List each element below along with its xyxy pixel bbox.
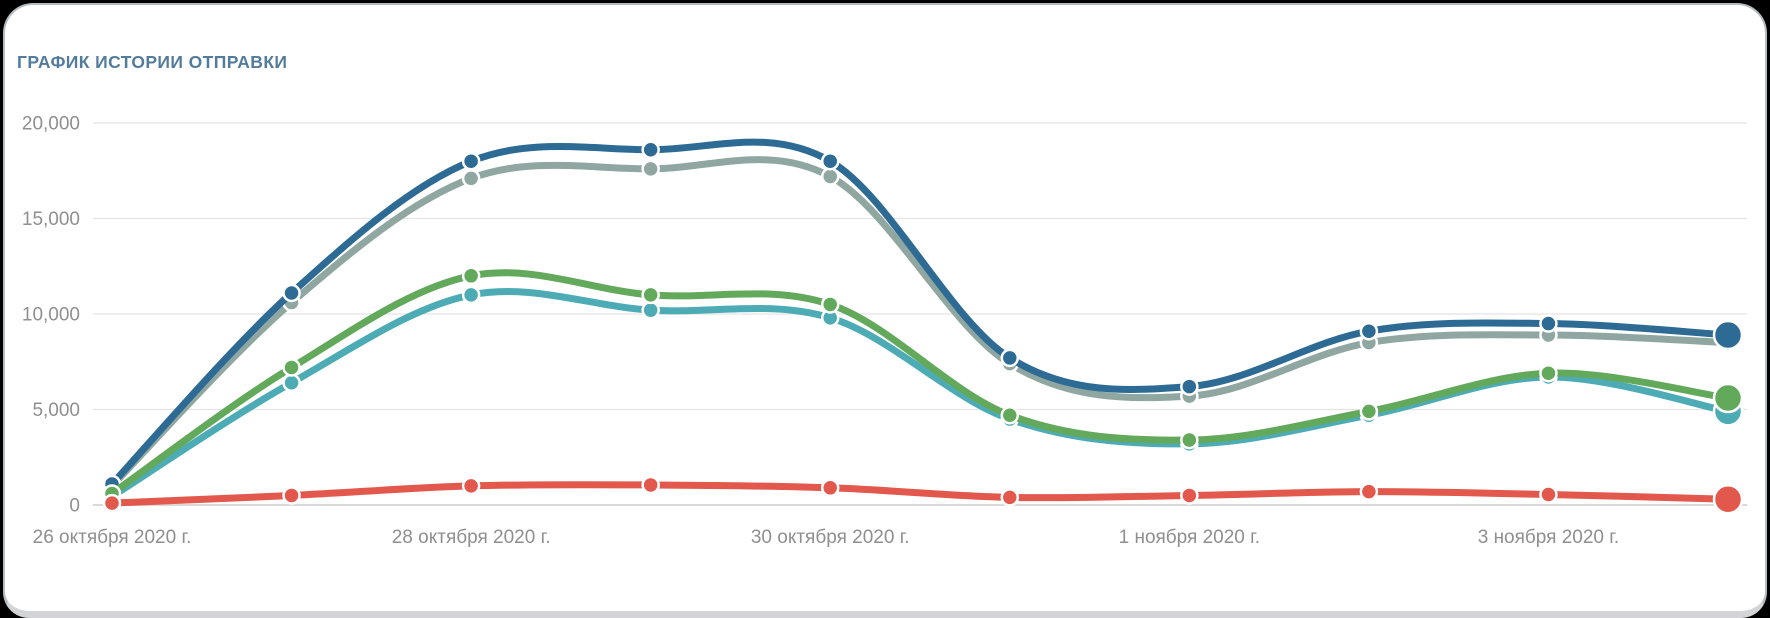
chart-title: ГРАФИК ИСТОРИИ ОТПРАВКИ: [17, 52, 288, 72]
data-point-green[interactable]: [641, 285, 660, 305]
data-point-teal[interactable]: [282, 373, 301, 393]
y-axis-tick-label: 0: [69, 496, 80, 517]
data-point-red[interactable]: [1180, 486, 1199, 505]
series-line-dark-blue: [108, 138, 1732, 488]
data-point-red[interactable]: [102, 493, 122, 513]
data-point-dark-blue[interactable]: [1000, 348, 1020, 368]
y-axis-tick-label: 10,000: [22, 305, 80, 326]
data-point-red[interactable]: [1539, 485, 1558, 504]
series-line-red: [108, 481, 1732, 507]
x-axis-tick-label: 1 ноября 2020 г.: [1119, 527, 1260, 548]
data-point-dark-blue[interactable]: [282, 283, 301, 303]
x-axis-tick-label: 3 ноября 2020 г.: [1478, 527, 1619, 548]
data-point-dark-blue[interactable]: [1712, 319, 1744, 351]
y-axis-tick-label: 5,000: [32, 400, 80, 421]
data-point-sage-gray[interactable]: [461, 169, 481, 188]
data-point-green[interactable]: [282, 358, 301, 377]
y-axis-tick-label: 15,000: [22, 209, 80, 230]
data-point-green[interactable]: [1712, 382, 1744, 414]
data-point-sage-gray[interactable]: [820, 167, 840, 186]
data-point-dark-blue[interactable]: [1180, 377, 1199, 396]
data-point-dark-blue[interactable]: [1539, 314, 1558, 333]
x-axis-tick-label: 28 октября 2020 г.: [392, 527, 551, 548]
data-point-sage-gray[interactable]: [641, 159, 660, 179]
chart-card: [3, 3, 1767, 618]
data-point-red[interactable]: [1359, 482, 1379, 501]
data-point-green[interactable]: [820, 295, 840, 314]
data-point-red[interactable]: [1000, 488, 1020, 507]
data-point-red[interactable]: [282, 486, 301, 505]
data-point-dark-blue[interactable]: [1359, 321, 1379, 341]
data-point-dark-blue[interactable]: [461, 151, 481, 171]
data-point-red[interactable]: [820, 478, 840, 498]
series-line-green: [108, 269, 1732, 498]
data-point-red[interactable]: [1712, 484, 1744, 515]
data-point-red[interactable]: [461, 476, 481, 496]
data-point-red[interactable]: [641, 475, 660, 495]
data-point-green[interactable]: [1539, 363, 1558, 383]
data-point-teal[interactable]: [641, 300, 660, 320]
data-point-green[interactable]: [461, 266, 481, 286]
data-point-green[interactable]: [1180, 430, 1199, 450]
y-axis-tick-label: 20,000: [22, 114, 80, 135]
data-point-green[interactable]: [1359, 402, 1379, 421]
x-axis-tick-label: 26 октября 2020 г.: [33, 527, 192, 548]
data-point-green[interactable]: [1000, 405, 1020, 425]
data-point-dark-blue[interactable]: [641, 140, 660, 159]
series-line-sage-gray: [108, 156, 1732, 490]
data-point-teal[interactable]: [461, 285, 481, 305]
data-point-dark-blue[interactable]: [820, 151, 840, 171]
x-axis-tick-label: 30 октября 2020 г.: [751, 527, 910, 548]
